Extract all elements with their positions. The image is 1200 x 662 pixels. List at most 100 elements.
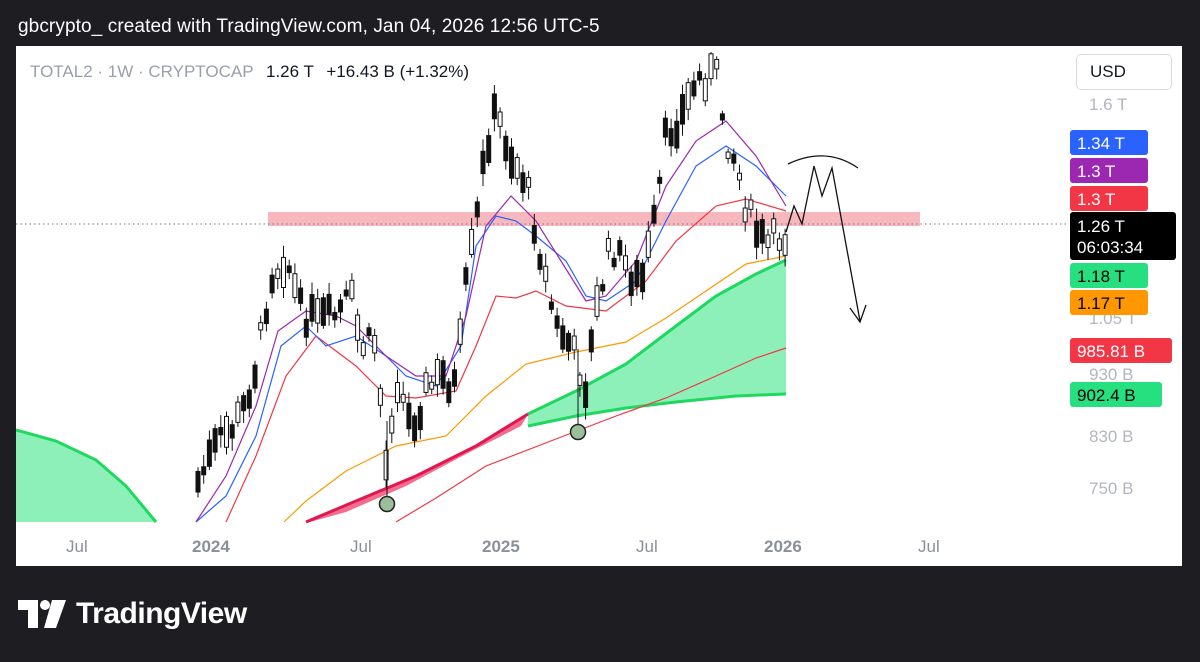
- candle-body: [640, 262, 646, 293]
- candle-body: [548, 301, 554, 310]
- price-badge-red: 1.3 T: [1070, 186, 1148, 211]
- x-tick-jul-2023: Jul: [66, 537, 88, 556]
- candle-body: [537, 253, 543, 270]
- candle-body: [395, 382, 400, 404]
- ma-blue: [195, 145, 787, 523]
- candle-body: [737, 172, 742, 181]
- candle-body: [417, 405, 423, 431]
- candle-body: [434, 359, 440, 386]
- candle-body: [206, 439, 212, 467]
- price-chart[interactable]: 1.6 T 1.05 T 930 B 830 B 750 B 1.34 T 1.…: [16, 46, 1182, 566]
- candle-body: [497, 111, 503, 127]
- candle-body: [657, 176, 663, 184]
- band-fill-green: [528, 260, 786, 426]
- candle-body: [731, 153, 737, 164]
- price-badge-green: 1.18 T: [1070, 263, 1148, 288]
- candle-body: [543, 265, 549, 282]
- candle-body: [611, 257, 617, 268]
- candle-body: [377, 387, 383, 406]
- candle-body: [605, 238, 611, 252]
- chart-credit: gbcrypto_ created with TradingView.com, …: [18, 16, 600, 37]
- price-badge-green-low: 902.4 B: [1070, 382, 1162, 407]
- candle-body: [423, 372, 429, 393]
- candle-body: [292, 273, 298, 299]
- tradingview-brand: TradingView: [18, 596, 247, 632]
- svg-text:1.34 T: 1.34 T: [1077, 134, 1125, 153]
- candle-body: [412, 415, 418, 442]
- currency-button[interactable]: USD: [1076, 54, 1172, 90]
- candle-body: [326, 293, 332, 315]
- candle-body: [691, 80, 697, 97]
- low-marker-2024[interactable]: [378, 495, 396, 513]
- top-arc: [787, 155, 859, 169]
- ma-purple: [195, 120, 787, 523]
- candle-body: [480, 150, 486, 175]
- svg-text:06:03:34: 06:03:34: [1077, 238, 1143, 257]
- ma-green-thick-left: [16, 428, 158, 523]
- candle-body: [252, 364, 258, 389]
- candle-body: [765, 234, 771, 249]
- candle-body: [588, 329, 594, 353]
- brand-name: TradingView: [76, 597, 247, 630]
- ma-green-thick: [527, 258, 787, 416]
- svg-text:1.3 T: 1.3 T: [1077, 190, 1115, 209]
- candle-body: [343, 289, 349, 297]
- candle-body: [685, 82, 691, 110]
- candle-body: [662, 117, 668, 138]
- ma-red-lower: [395, 347, 787, 523]
- candle-body: [320, 297, 326, 326]
- candle-body: [201, 466, 207, 476]
- candle-body: [623, 255, 628, 271]
- candle-body: [338, 299, 343, 313]
- candle-body: [583, 381, 589, 408]
- candle-body: [383, 449, 389, 481]
- candle-body: [315, 298, 321, 324]
- svg-text:985.81 B: 985.81 B: [1077, 342, 1145, 361]
- candle-body: [742, 207, 748, 223]
- candle-body: [218, 427, 224, 436]
- chart-panel[interactable]: 1.6 T 1.05 T 930 B 830 B 750 B 1.34 T 1.…: [16, 46, 1182, 566]
- candle-body: [195, 470, 201, 493]
- candle-body: [258, 322, 264, 331]
- symbol-price: 1.26 T: [266, 62, 314, 81]
- candle-body: [526, 177, 532, 188]
- candle-body: [514, 157, 520, 179]
- x-tick-jul-2025: Jul: [636, 537, 658, 556]
- candle-body: [360, 342, 366, 357]
- candle-body: [474, 201, 480, 218]
- candle-body: [332, 311, 338, 321]
- candle-body: [680, 94, 685, 125]
- candle-body: [389, 415, 395, 434]
- candle-body: [281, 256, 286, 288]
- candle-body: [748, 199, 754, 210]
- projection-path[interactable]: [785, 165, 861, 322]
- x-tick-2025: 2025: [482, 537, 520, 556]
- candle-body: [241, 395, 247, 412]
- symbol-legend[interactable]: TOTAL2 · 1W · CRYPTOCAP 1.26 T +16.43 B …: [30, 62, 469, 82]
- candle-body: [697, 71, 703, 81]
- candle-body: [446, 381, 452, 404]
- low-marker-2025[interactable]: [569, 423, 587, 441]
- candle-body: [651, 204, 657, 224]
- candle-body: [286, 265, 292, 274]
- candle-body: [714, 58, 720, 70]
- tradingview-logo-icon: [18, 600, 66, 628]
- candle-body: [212, 428, 218, 453]
- candle-body: [571, 335, 577, 351]
- price-badge-red-low: 985.81 B: [1070, 338, 1172, 363]
- svg-text:1.26 T: 1.26 T: [1077, 217, 1125, 236]
- candle-body: [355, 314, 361, 341]
- candle-body: [440, 360, 446, 389]
- candle-body: [269, 274, 275, 294]
- symbol-change: +16.43 B (+1.32%): [326, 62, 470, 81]
- candle-body: [759, 219, 765, 244]
- price-badge-purple: 1.3 T: [1070, 158, 1148, 183]
- candle-body: [406, 402, 412, 430]
- price-badge-orange: 1.17 T: [1070, 290, 1148, 315]
- symbol-name: TOTAL2 · 1W · CRYPTOCAP: [30, 62, 254, 81]
- candle-body: [782, 234, 788, 256]
- band-fill-green-left: [16, 430, 156, 522]
- candle-body: [366, 327, 372, 337]
- svg-text:1.3 T: 1.3 T: [1077, 162, 1115, 181]
- candle-body: [617, 240, 623, 256]
